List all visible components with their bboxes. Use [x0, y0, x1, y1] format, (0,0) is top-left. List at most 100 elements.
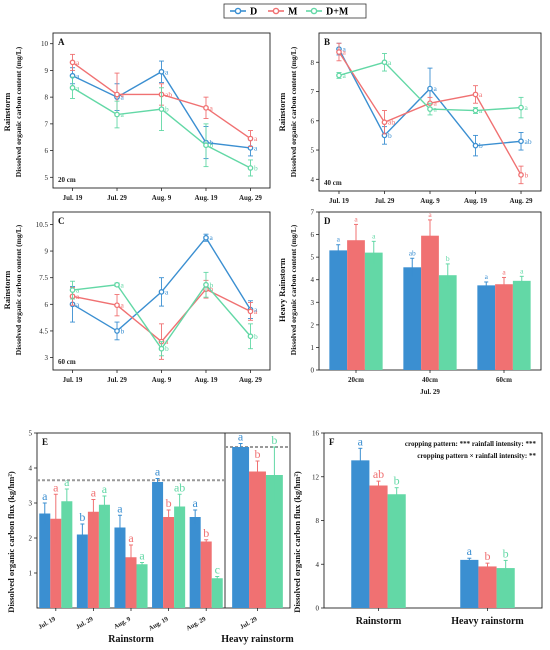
panel-b-sig-dm: a [479, 106, 483, 115]
panel-a-point-dm [203, 142, 209, 149]
panel-b-sig-m: ab [388, 118, 395, 127]
panel-f-stats-line1: cropping pattern: *** rainfall intensity… [405, 440, 537, 448]
panel-b-point-dm [336, 72, 342, 79]
panel-a-point-dm [247, 165, 254, 171]
panel-b-letter: B [324, 37, 330, 47]
panel-a-ytick-label: 6 [45, 147, 49, 155]
panel-c-point-dm [158, 345, 165, 352]
panel-c-sig-d: a [254, 305, 258, 314]
panel-c-ytick-label: 7.5 [39, 274, 48, 282]
panel-c: C 3 4.5 6 7.5 9 10.5 Jul. 19 Jul. 29 Aug. 9 Aug. 1… [36, 211, 271, 384]
panel-f-ytick-label: 12 [312, 473, 320, 481]
panel-e-sig-dm: c [215, 563, 220, 577]
panel-b: B 4 5 6 7 8 Jul. 19 Jul. 29 Aug. 9 Aug. 19 Aug. 29… [311, 32, 542, 205]
panel-e-sig-dm: a [139, 549, 145, 563]
panel-d-xtick-label: 60cm [496, 376, 512, 384]
panel-c-sig-d: a [76, 300, 80, 309]
legend-item-dm: D+M [306, 7, 349, 18]
panel-e-bar-m [163, 517, 175, 608]
panel-f-bar-dm [496, 568, 515, 608]
legend-label-d: D [250, 7, 257, 18]
panel-a-point-d [158, 68, 165, 75]
panel-d-ytick-label: 2 [311, 321, 315, 329]
panel-c-sig-d: a [209, 233, 213, 242]
panel-f-bar-dm [387, 494, 406, 608]
panel-d-ytick-label: 1 [311, 344, 315, 352]
legend-marker-d [234, 7, 242, 15]
panel-f-sig-d: a [467, 544, 473, 558]
panel-e-bar-d [232, 447, 250, 608]
panel-e-bar-dm [61, 501, 73, 608]
panel-c-sig-m: a [254, 307, 258, 316]
panel-e-bar-d [39, 513, 51, 608]
panel-b-depth-label: 40 cm [324, 179, 342, 187]
panel-c-point-d [114, 328, 120, 334]
panel-b-ytick-label: 6 [311, 117, 315, 125]
panel-b-point-dm [472, 107, 479, 114]
panel-e-ylabel: Dissolved organic carbon flux (kg/hm²) [6, 471, 16, 613]
panel-d-side-label: Heavy Rainstorm [277, 258, 287, 322]
panel-a-point-m [203, 104, 209, 111]
panel-e-xtick-label: Aug. 9 [113, 615, 133, 630]
panel-f-sig-dm: b [503, 546, 509, 560]
panel-e-bar-dm [136, 564, 148, 608]
panel-d-ytick-label: 6 [311, 231, 315, 239]
panel-a-point-m [247, 135, 254, 142]
panel-e-bar-d [114, 527, 126, 608]
panel-c-ytick-label: 3 [45, 354, 49, 362]
panel-b-point-d [472, 142, 479, 149]
panel-d-sig-d: a [485, 272, 489, 281]
panel-d-ytick-label: 0 [311, 367, 315, 375]
panel-a-sig-m: a [254, 134, 258, 143]
legend: D M D+M [223, 3, 367, 19]
panel-d-letter: D [324, 216, 331, 226]
panel-e-xtick-label: Aug. 19 [148, 615, 171, 632]
panel-c-xtick-label: Aug. 19 [195, 376, 218, 384]
panel-e-sig-d: a [42, 489, 48, 503]
panel-c-point-dm [247, 333, 254, 340]
panel-a-letter: A [58, 37, 65, 47]
legend-marker-dm [310, 7, 318, 15]
panel-b-sig-dm: a [434, 105, 438, 114]
panel-b-ytick-label: 5 [311, 147, 315, 155]
panel-a-sig-dm: b [254, 163, 258, 172]
panel-b-xtick-label: Jul. 29 [375, 197, 395, 205]
panel-b-point-m [518, 172, 524, 178]
panel-c-sig-dm: b [254, 332, 258, 341]
panel-f-bar-m [478, 566, 497, 608]
panel-c-sig-dm: b [165, 344, 169, 353]
panel-c-point-d [203, 234, 209, 241]
panel-a-point-dm [158, 106, 165, 113]
panel-b-sig-d: b [388, 131, 392, 140]
panel-b-xtick-label: Aug. 9 [420, 197, 440, 205]
panel-b-sig-m: a [342, 48, 346, 57]
panel-c-letter: C [58, 216, 65, 226]
panel-e-sig-d: b [79, 510, 85, 524]
panel-c-sig-m: a [76, 292, 80, 301]
legend-item-d: D [230, 7, 257, 18]
panel-a-sig-d: a [254, 143, 258, 152]
panel-b-ytick-label: 4 [311, 176, 315, 184]
panel-b-xtick-label: Aug. 19 [464, 197, 487, 205]
panel-e-bar-dm [211, 578, 223, 608]
panel-b-sig-m: b [525, 170, 529, 179]
panel-d-bar-dm [512, 280, 531, 370]
panel-f-ytick-label: 8 [316, 517, 320, 525]
legend-item-m: M [268, 7, 298, 18]
panel-b-sig-m: a [479, 90, 483, 99]
panel-d-bar-dm [364, 252, 383, 370]
panel-e-group-label: Heavy rainstorm [221, 634, 294, 645]
panel-f-ylabel: Dissolved organic carbon flux (kg/hm²) [292, 471, 302, 613]
panel-e-xtick-label: Aug. 29 [185, 615, 208, 632]
panel-f-ytick-label: 16 [312, 430, 320, 438]
legend-label-m: M [288, 7, 298, 18]
panel-e-sig-m: b [203, 526, 209, 540]
panel-d-bar-d [477, 285, 496, 370]
panel-e-bar-d [76, 534, 88, 608]
panel-c-sig-m: a [121, 301, 125, 310]
panel-c-sig-m: b [209, 285, 213, 294]
panel-d-sig-m: a [502, 267, 506, 276]
panel-f-bar-m [369, 485, 388, 608]
